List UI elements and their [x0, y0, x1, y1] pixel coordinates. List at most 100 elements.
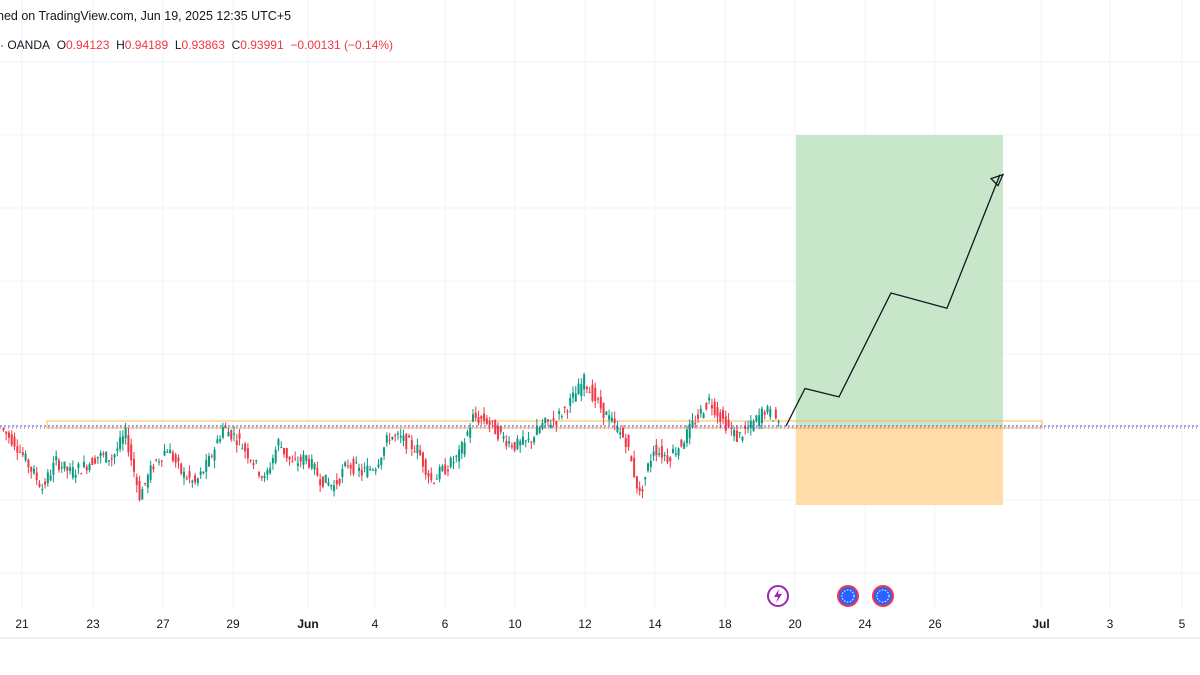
- candle-body: [722, 409, 725, 419]
- candle-body: [560, 416, 563, 418]
- close-value: 0.93991: [240, 38, 284, 52]
- candle-body: [649, 460, 652, 467]
- candle-body: [533, 437, 536, 443]
- time-tick-label: 27: [156, 617, 170, 631]
- candle-body: [652, 451, 655, 456]
- candle-body: [352, 458, 355, 474]
- candle-body: [227, 431, 230, 437]
- lightning-event-icon[interactable]: [767, 585, 789, 607]
- candle-body: [169, 449, 172, 454]
- candle-body: [69, 467, 72, 471]
- candle-body: [666, 455, 669, 463]
- candle-body: [758, 415, 761, 426]
- candle-body: [213, 449, 216, 461]
- candle-body: [655, 444, 658, 456]
- candle-body: [74, 474, 77, 478]
- candle-body: [541, 422, 544, 429]
- candle-body: [135, 477, 138, 485]
- candle-body: [66, 466, 69, 472]
- candle-body: [313, 463, 316, 470]
- candle-body: [569, 397, 572, 406]
- low-label: L: [174, 38, 182, 52]
- candle-body: [705, 402, 708, 410]
- time-tick-label: 14: [648, 617, 662, 631]
- candle-body: [10, 434, 13, 446]
- economic-event-icon[interactable]: [872, 585, 894, 607]
- candle-body: [49, 475, 52, 481]
- time-tick-label: 4: [371, 617, 379, 631]
- candle-body: [391, 436, 394, 440]
- candle-body: [274, 449, 277, 463]
- candle-body: [627, 434, 630, 448]
- candle-body: [619, 432, 622, 435]
- profit-zone[interactable]: [796, 135, 1003, 426]
- chart-grid: [0, 0, 1200, 610]
- candle-body: [185, 477, 188, 480]
- candle-body: [602, 402, 605, 418]
- candle-body: [363, 467, 366, 469]
- time-tick-label: 6: [441, 617, 449, 631]
- candle-body: [549, 424, 552, 428]
- candle-body: [410, 440, 413, 449]
- candle-body: [388, 439, 391, 441]
- candle-body: [224, 426, 227, 428]
- candle-body: [683, 443, 686, 449]
- candle-body: [591, 384, 594, 401]
- candle-body: [160, 460, 163, 462]
- candle-body: [638, 487, 641, 492]
- candle-body: [230, 430, 233, 440]
- candle-body: [685, 429, 688, 444]
- candle-body: [249, 460, 252, 462]
- candle-body: [658, 453, 661, 455]
- projection-path[interactable]: [785, 174, 1001, 427]
- candle-body: [149, 465, 152, 480]
- candle-body: [238, 433, 241, 439]
- candle-body: [269, 468, 272, 473]
- candle-body: [210, 455, 213, 457]
- candle-body: [435, 478, 438, 480]
- candle-body: [383, 447, 386, 456]
- candle-body: [460, 442, 463, 454]
- candle-body: [527, 438, 530, 441]
- candle-body: [555, 421, 558, 425]
- candle-body: [444, 464, 447, 475]
- candle-body: [510, 445, 513, 448]
- candle-body: [710, 404, 713, 409]
- candle-body: [88, 464, 91, 471]
- candle-body: [630, 456, 633, 462]
- candle-body: [385, 435, 388, 443]
- candle-body: [566, 411, 569, 413]
- economic-event-icon[interactable]: [837, 585, 859, 607]
- candle-body: [310, 459, 313, 469]
- candle-body: [32, 468, 35, 474]
- candle-body: [16, 446, 19, 453]
- candle-body: [330, 485, 333, 487]
- loss-zone[interactable]: [796, 426, 1003, 505]
- open-value: 0.94123: [66, 38, 110, 52]
- candle-body: [52, 462, 55, 475]
- candle-body: [221, 427, 224, 438]
- candle-body: [263, 475, 266, 479]
- candle-body: [233, 433, 236, 435]
- candle-body: [633, 458, 636, 477]
- candle-body: [96, 456, 99, 459]
- candle-body: [544, 417, 547, 424]
- candle-body: [733, 429, 736, 437]
- candle-body: [483, 413, 486, 422]
- candle-body: [610, 417, 613, 422]
- candle-body: [344, 462, 347, 467]
- candle-body: [427, 473, 430, 477]
- candle-body: [124, 427, 127, 439]
- candle-body: [583, 374, 586, 390]
- candle-body: [280, 447, 283, 449]
- candle-body: [680, 439, 683, 447]
- candle-body: [499, 426, 502, 433]
- candle-body: [30, 466, 33, 472]
- candle-body: [396, 433, 399, 435]
- candle-body: [358, 467, 361, 471]
- candle-body: [405, 433, 408, 450]
- candle-body: [91, 458, 94, 465]
- time-tick-label: 5: [1178, 617, 1186, 631]
- candle-body: [194, 475, 197, 483]
